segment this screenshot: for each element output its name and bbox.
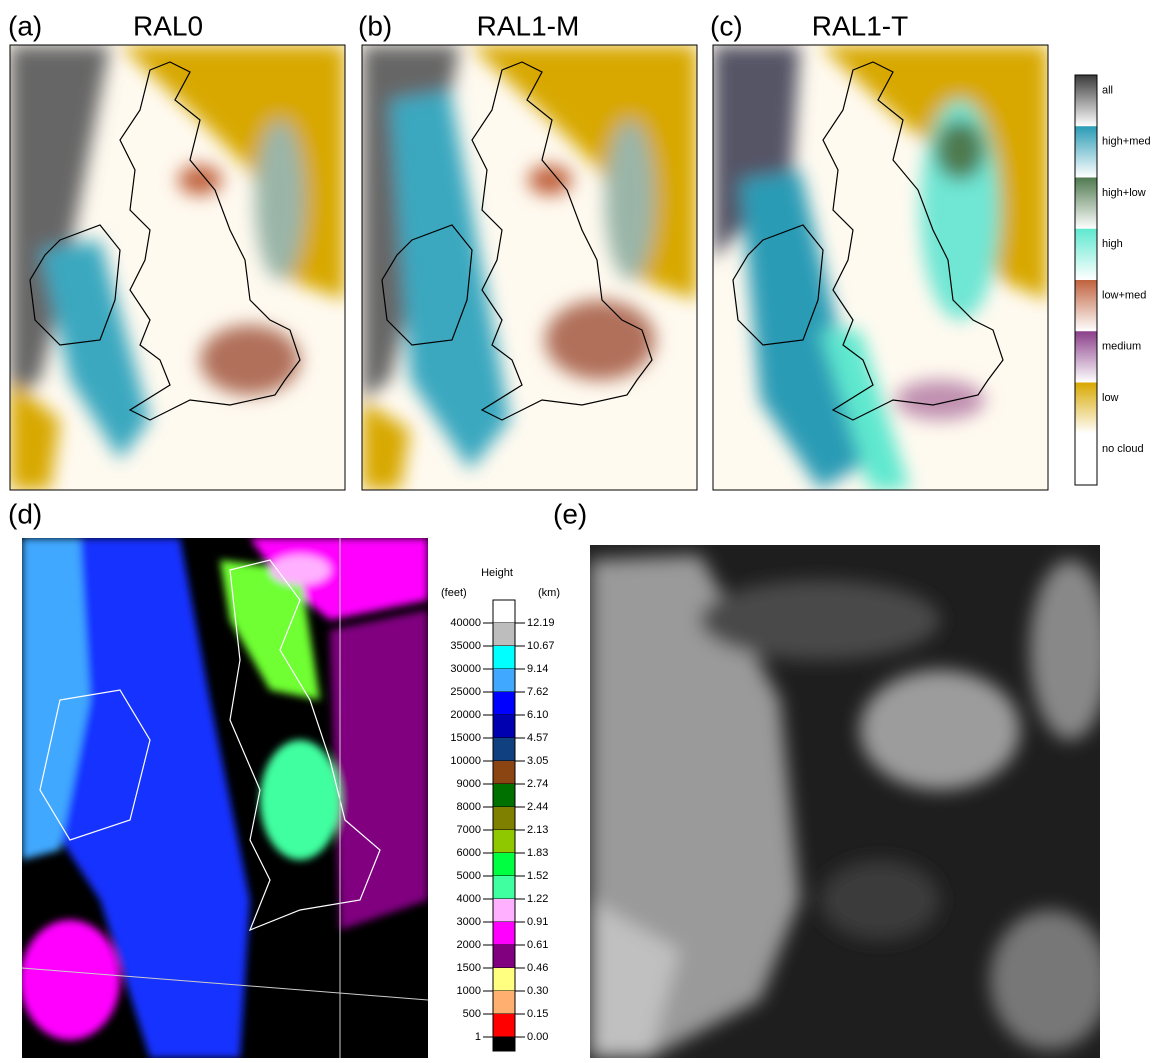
legend-feet: 1000 — [457, 985, 481, 997]
panel-label: (c) — [710, 10, 743, 41]
legend-swatch — [493, 830, 515, 853]
panel-label: (d) — [8, 498, 42, 529]
map-a — [10, 45, 345, 490]
legend-feet: 20000 — [450, 709, 481, 721]
legend-km: 2.74 — [527, 778, 548, 790]
legend-swatch — [1075, 75, 1097, 126]
legend-swatch — [493, 1037, 515, 1051]
legend-swatch — [493, 646, 515, 669]
legend-feet: 40000 — [450, 617, 481, 629]
legend-feet: 500 — [463, 1008, 481, 1020]
legend-swatch — [493, 876, 515, 899]
legend-feet: 4000 — [457, 893, 481, 905]
legend-km: 0.00 — [527, 1031, 548, 1043]
legend-swatch — [493, 669, 515, 692]
legend-swatch — [493, 1014, 515, 1037]
height-legend: Height (feet) (km) 40000 12.19 35000 10.67 3000… — [441, 567, 560, 1051]
panel-label: (e) — [553, 498, 587, 529]
legend-unit: (km) — [538, 587, 560, 599]
legend-feet: 35000 — [450, 640, 481, 652]
legend-label: high+med — [1102, 136, 1151, 148]
legend-feet: 1500 — [457, 962, 481, 974]
panel-label: (a) — [8, 10, 42, 41]
legend-label: high+low — [1102, 187, 1146, 199]
legend-km: 2.44 — [527, 801, 548, 813]
legend-feet: 30000 — [450, 663, 481, 675]
panel-title: RAL1-T — [812, 10, 908, 41]
legend-feet: 6000 — [457, 847, 481, 859]
legend-km: 10.67 — [527, 640, 555, 652]
legend-label: all — [1102, 84, 1113, 96]
legend-swatch — [1075, 280, 1097, 331]
legend-label: low — [1102, 392, 1119, 404]
legend-km: 6.10 — [527, 709, 548, 721]
legend-unit: (feet) — [441, 587, 467, 599]
legend-km: 0.61 — [527, 939, 548, 951]
legend-swatch — [1075, 126, 1097, 177]
legend-feet: 2000 — [457, 939, 481, 951]
legend-km: 2.13 — [527, 824, 548, 836]
legend-feet: 10000 — [450, 755, 481, 767]
panel-label: (b) — [358, 10, 392, 41]
legend-swatch — [493, 853, 515, 876]
legend-swatch — [493, 715, 515, 738]
legend-feet: 15000 — [450, 732, 481, 744]
legend-km: 1.52 — [527, 870, 548, 882]
legend-swatch — [1075, 331, 1097, 382]
legend-feet: 5000 — [457, 870, 481, 882]
legend-km: 1.22 — [527, 893, 548, 905]
legend-feet: 8000 — [457, 801, 481, 813]
legend-feet: 25000 — [450, 686, 481, 698]
map-b — [362, 45, 697, 490]
legend-km: 12.19 — [527, 617, 555, 629]
legend-label: no cloud — [1102, 443, 1144, 455]
legend-label: low+med — [1102, 289, 1146, 301]
panel-title: RAL0 — [133, 10, 203, 41]
legend-km: 0.46 — [527, 962, 548, 974]
legend-feet: 9000 — [457, 778, 481, 790]
legend-swatch — [493, 968, 515, 991]
legend-swatch — [493, 761, 515, 784]
legend-label: medium — [1102, 341, 1141, 353]
legend-swatch — [493, 945, 515, 968]
panel-title: RAL1-M — [477, 10, 580, 41]
figure: all high+med high+low high low+med medium low n… — [0, 0, 1173, 1058]
legend-swatch — [493, 991, 515, 1014]
legend-km: 9.14 — [527, 663, 548, 675]
legend-swatch — [493, 922, 515, 945]
legend-swatch — [493, 899, 515, 922]
legend-km: 3.05 — [527, 755, 548, 767]
legend-swatch — [493, 623, 515, 646]
legend-swatch — [1075, 434, 1097, 485]
legend-km: 0.15 — [527, 1008, 548, 1020]
legend-swatch — [493, 807, 515, 830]
legend-km: 0.30 — [527, 985, 548, 997]
legend-swatch — [493, 600, 515, 623]
map-d — [20, 538, 428, 1058]
legend-km: 4.57 — [527, 732, 548, 744]
legend-km: 7.62 — [527, 686, 548, 698]
legend-feet: 1 — [475, 1031, 481, 1043]
legend-swatch — [493, 784, 515, 807]
legend-title: Height — [481, 567, 513, 579]
legend-km: 0.91 — [527, 916, 548, 928]
legend-swatch — [1075, 229, 1097, 280]
legend-swatch — [1075, 178, 1097, 229]
cloud-legend: all high+med high+low high low+med medium low n… — [1075, 75, 1151, 485]
map-e — [590, 545, 1110, 1058]
legend-swatch — [493, 738, 515, 761]
legend-swatch — [493, 692, 515, 715]
legend-swatch — [1075, 383, 1097, 434]
legend-label: high — [1102, 238, 1123, 250]
legend-feet: 7000 — [457, 824, 481, 836]
legend-feet: 3000 — [457, 916, 481, 928]
legend-km: 1.83 — [527, 847, 548, 859]
map-c — [713, 45, 1048, 490]
